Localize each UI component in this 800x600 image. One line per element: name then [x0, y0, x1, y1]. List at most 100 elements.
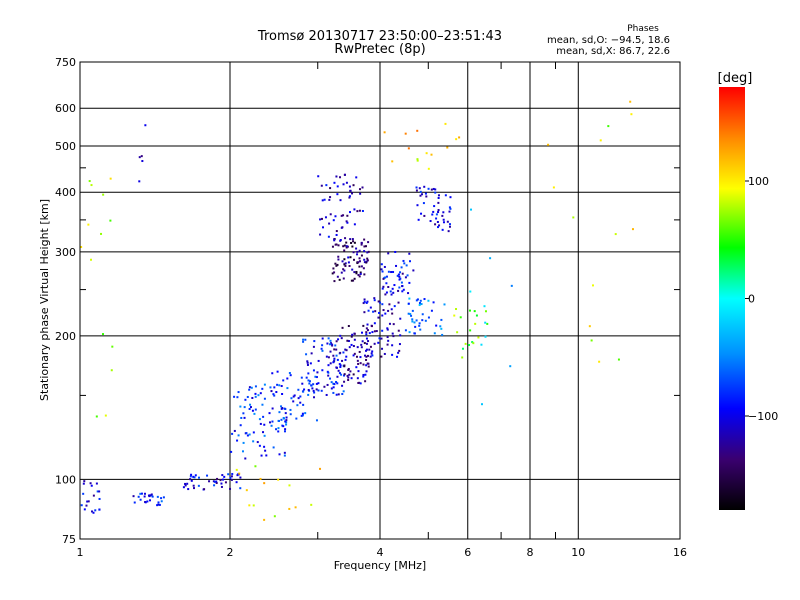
- echo-point: [329, 343, 332, 346]
- echo-point: [339, 366, 342, 369]
- echo-point: [358, 188, 361, 191]
- echo-point: [444, 194, 447, 197]
- echo-point: [246, 395, 249, 398]
- echo-point: [360, 331, 363, 334]
- echo-point: [263, 423, 266, 426]
- echo-point: [284, 412, 287, 415]
- echo-point: [312, 369, 315, 372]
- echo-point: [395, 264, 398, 267]
- echo-point: [192, 487, 195, 490]
- echo-point: [98, 497, 101, 500]
- echo-point: [332, 361, 335, 364]
- echo-point: [320, 347, 323, 350]
- echo-point: [327, 374, 330, 377]
- echo-point: [598, 360, 601, 363]
- echo-point: [333, 271, 336, 274]
- echo-point: [342, 245, 345, 248]
- echo-point: [366, 323, 369, 326]
- echo-point: [442, 221, 445, 224]
- echo-point: [310, 503, 313, 506]
- echo-point: [143, 492, 146, 495]
- echo-point: [372, 310, 375, 313]
- echo-point: [242, 441, 245, 444]
- echo-point: [216, 477, 219, 480]
- echo-point: [375, 330, 378, 333]
- echo-point: [365, 358, 368, 361]
- echo-point: [371, 331, 374, 334]
- echo-point: [390, 293, 393, 296]
- echo-point: [365, 348, 368, 351]
- echo-point: [411, 318, 414, 321]
- echo-point: [281, 406, 284, 409]
- echo-point: [307, 372, 310, 375]
- echo-point: [407, 312, 410, 315]
- echo-point: [273, 394, 276, 397]
- x-tick-label: 4: [377, 546, 384, 559]
- echo-point: [397, 301, 400, 304]
- echo-point: [277, 427, 280, 430]
- echo-point: [385, 291, 388, 294]
- echo-point: [365, 331, 368, 334]
- echo-point: [353, 338, 356, 341]
- echo-point: [373, 330, 376, 333]
- echo-point: [421, 319, 424, 322]
- echo-point: [295, 417, 298, 420]
- echo-point: [230, 475, 233, 478]
- echo-point: [331, 272, 334, 275]
- echo-point: [246, 434, 249, 437]
- colorbar-ticks: 100 0 −100: [745, 175, 778, 423]
- echo-point: [310, 352, 313, 355]
- echo-point: [88, 180, 91, 183]
- echo-point: [367, 309, 370, 312]
- echo-point: [413, 321, 416, 324]
- echo-point: [419, 299, 422, 302]
- echo-point: [363, 245, 366, 248]
- echo-point: [433, 205, 436, 208]
- echo-point: [480, 403, 483, 406]
- echo-point: [356, 359, 359, 362]
- echo-point: [321, 337, 324, 340]
- echo-point: [271, 372, 274, 375]
- echo-point: [343, 249, 346, 252]
- echo-point: [407, 302, 410, 305]
- echo-point: [365, 364, 368, 367]
- echo-point: [340, 226, 343, 229]
- echo-point: [347, 376, 350, 379]
- echo-point: [342, 390, 345, 393]
- x-tick-label: 8: [527, 546, 534, 559]
- echo-point: [351, 333, 354, 336]
- echo-point: [349, 256, 352, 259]
- echo-point: [219, 479, 222, 482]
- echo-point: [280, 418, 283, 421]
- echo-point: [359, 382, 362, 385]
- echo-point: [302, 390, 305, 393]
- echo-point: [305, 376, 308, 379]
- echo-point: [306, 363, 309, 366]
- echo-point: [474, 322, 477, 325]
- echo-point: [141, 160, 144, 163]
- echo-point: [423, 185, 426, 188]
- echo-point: [270, 424, 273, 427]
- echo-point: [343, 380, 346, 383]
- echo-point: [401, 272, 404, 275]
- echo-point: [449, 196, 452, 199]
- echo-point: [304, 338, 307, 341]
- echo-point: [206, 474, 209, 477]
- echo-point: [258, 418, 261, 421]
- echo-point: [473, 310, 476, 313]
- echo-point: [220, 482, 223, 485]
- echo-point: [320, 389, 323, 392]
- echo-point: [87, 500, 90, 503]
- y-axis-label: Stationary phase Virtual Height [km]: [38, 199, 51, 401]
- echo-point: [365, 355, 368, 358]
- echo-point: [239, 476, 242, 479]
- echo-point: [104, 414, 107, 417]
- echo-point: [278, 411, 281, 414]
- echo-point: [324, 216, 327, 219]
- echo-point: [248, 504, 251, 507]
- echo-point: [343, 269, 346, 272]
- echo-point: [233, 429, 236, 432]
- echo-point: [280, 385, 283, 388]
- echo-point: [263, 383, 266, 386]
- echo-point: [387, 285, 390, 288]
